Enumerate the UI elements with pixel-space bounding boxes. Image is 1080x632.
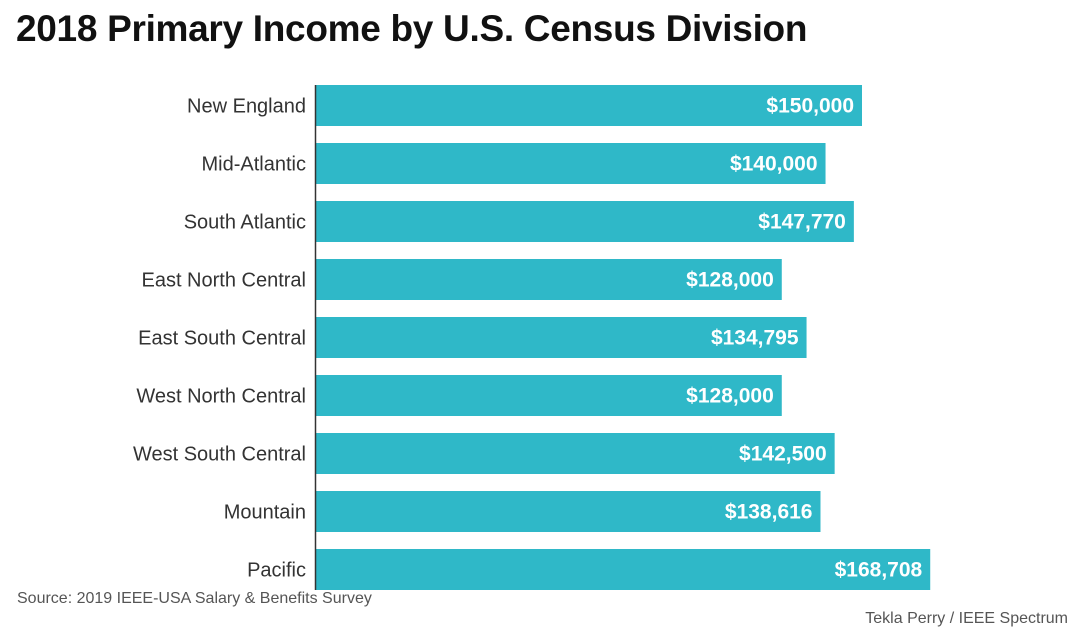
bar bbox=[315, 85, 862, 126]
category-label: Mid-Atlantic bbox=[202, 154, 306, 176]
category-label: Mountain bbox=[224, 502, 306, 524]
source-note: Source: 2019 IEEE-USA Salary & Benefits … bbox=[17, 590, 372, 607]
bar bbox=[315, 143, 826, 184]
value-label: $142,500 bbox=[739, 443, 827, 466]
value-label: $134,795 bbox=[711, 327, 799, 350]
value-label: $147,770 bbox=[758, 211, 846, 234]
category-label: West South Central bbox=[133, 444, 306, 466]
bar bbox=[315, 549, 931, 590]
category-label: East North Central bbox=[141, 270, 306, 292]
value-label: $128,000 bbox=[686, 385, 774, 408]
category-label: East South Central bbox=[138, 328, 306, 350]
value-label: $138,616 bbox=[725, 501, 813, 524]
bar bbox=[315, 375, 782, 416]
category-label: South Atlantic bbox=[184, 212, 306, 234]
credit-note: Tekla Perry / IEEE Spectrum bbox=[865, 610, 1068, 627]
category-label: Pacific bbox=[247, 560, 306, 582]
category-label: New England bbox=[187, 96, 306, 118]
bar bbox=[315, 259, 782, 300]
value-label: $168,708 bbox=[835, 559, 923, 582]
bar bbox=[315, 317, 807, 358]
bar bbox=[315, 491, 821, 532]
bar bbox=[315, 201, 854, 242]
bar bbox=[315, 433, 835, 474]
category-label: West North Central bbox=[136, 386, 306, 408]
value-label: $140,000 bbox=[730, 153, 818, 176]
value-label: $150,000 bbox=[766, 95, 854, 118]
chart-title: 2018 Primary Income by U.S. Census Divis… bbox=[16, 8, 808, 49]
value-label: $128,000 bbox=[686, 269, 774, 292]
